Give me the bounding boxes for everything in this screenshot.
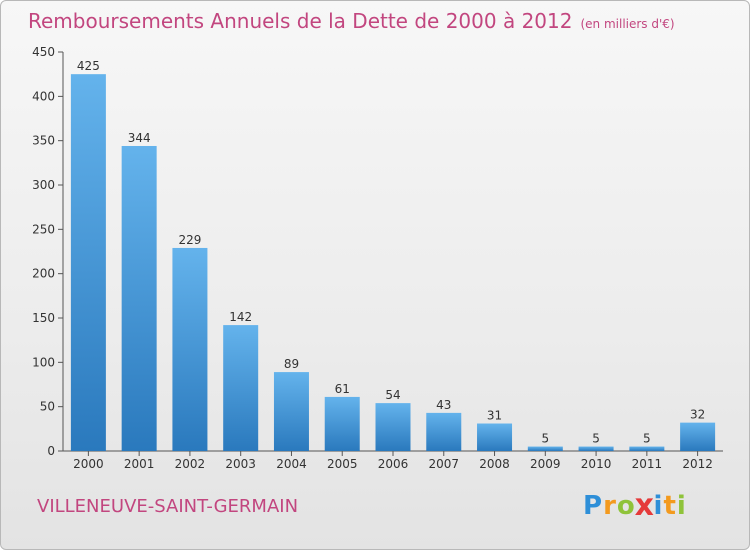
bar-2007 <box>426 412 462 451</box>
y-tick-label: 100 <box>32 355 55 369</box>
data-label: 425 <box>77 59 100 73</box>
unit-label: (en milliers d'€) <box>580 17 675 31</box>
bar-2009 <box>527 446 563 451</box>
bar-2000 <box>70 74 106 452</box>
logo-letter: x <box>634 488 655 524</box>
x-tick-label: 2009 <box>530 457 561 471</box>
bar-2005 <box>324 396 360 451</box>
data-label: 142 <box>229 310 252 324</box>
y-tick-label: 50 <box>40 400 55 414</box>
y-axis: 0 50 100 150 200 250 300 350 400 450 <box>32 45 723 458</box>
bar-2003 <box>223 325 259 451</box>
x-axis: 2000 2001 2002 2003 2004 2005 2006 2007 2008 2009… <box>73 451 713 471</box>
x-tick-label: 2010 <box>581 457 612 471</box>
data-label: 89 <box>284 357 299 371</box>
data-label: 5 <box>643 432 651 446</box>
x-tick-label: 2000 <box>73 457 104 471</box>
data-label: 5 <box>541 432 549 446</box>
x-tick-label: 2002 <box>175 457 206 471</box>
logo-letter: r <box>603 491 617 521</box>
data-label: 54 <box>385 388 400 402</box>
x-tick-label: 2005 <box>327 457 358 471</box>
bar-2008 <box>477 423 513 451</box>
data-label: 43 <box>436 398 451 412</box>
logo-letter: P <box>583 491 604 521</box>
bar-2006 <box>375 403 411 451</box>
logo-letter: t <box>663 491 677 521</box>
x-tick-label: 2003 <box>225 457 256 471</box>
bar-2011 <box>629 446 665 451</box>
data-label: 31 <box>487 409 502 423</box>
y-tick-label: 200 <box>32 267 55 281</box>
data-label: 5 <box>592 432 600 446</box>
data-label: 61 <box>335 382 350 396</box>
bar-2010 <box>578 446 614 451</box>
title-text: Remboursements Annuels de la Dette de 20… <box>28 9 573 33</box>
x-tick-label: 2008 <box>479 457 510 471</box>
bar-2012 <box>680 422 716 451</box>
logo-letter: i <box>653 491 664 521</box>
logo-letter: o <box>616 491 636 521</box>
bars: 425 344 229 142 89 61 54 43 31 5 5 5 32 <box>70 59 716 452</box>
bar-2002 <box>172 247 208 451</box>
y-tick-label: 250 <box>32 222 55 236</box>
proxiti-logo: Proxiti <box>583 488 687 524</box>
commune-name: VILLENEUVE-SAINT-GERMAIN <box>37 496 299 517</box>
logo-letter: i <box>676 491 687 521</box>
y-tick-label: 0 <box>47 444 55 458</box>
chart-title: Remboursements Annuels de la Dette de 20… <box>28 9 675 33</box>
bar-2004 <box>273 372 309 451</box>
y-tick-label: 400 <box>32 89 55 103</box>
y-tick-label: 300 <box>32 178 55 192</box>
data-label: 32 <box>690 408 705 422</box>
bar-2001 <box>121 145 157 451</box>
x-tick-label: 2006 <box>378 457 409 471</box>
y-tick-label: 450 <box>32 45 55 59</box>
x-tick-label: 2004 <box>276 457 307 471</box>
x-tick-label: 2011 <box>632 457 663 471</box>
x-tick-label: 2007 <box>428 457 459 471</box>
data-label: 229 <box>178 233 201 247</box>
x-tick-label: 2001 <box>124 457 155 471</box>
y-tick-label: 350 <box>32 134 55 148</box>
x-tick-label: 2012 <box>682 457 713 471</box>
data-label: 344 <box>128 131 151 145</box>
y-tick-label: 150 <box>32 311 55 325</box>
